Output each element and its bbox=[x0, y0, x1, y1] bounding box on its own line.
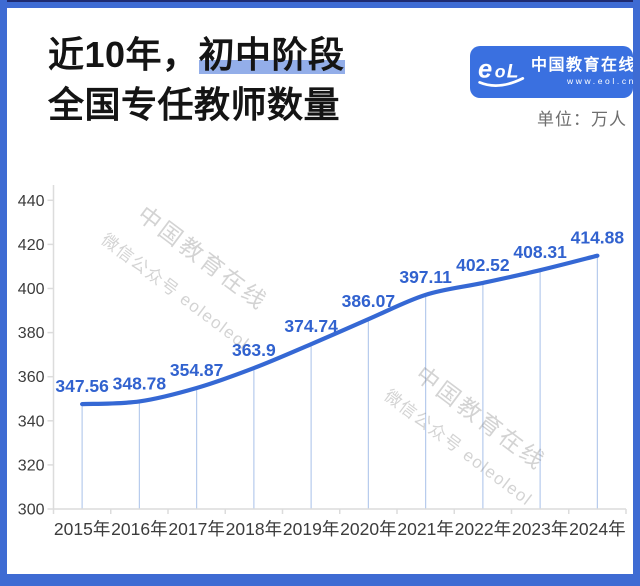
unit-label: 单位：万人 bbox=[537, 110, 627, 129]
x-axis-tick-label: 2015年 bbox=[54, 519, 110, 539]
series-line bbox=[80, 253, 600, 407]
x-axis-tick-label: 2023年 bbox=[512, 519, 568, 539]
x-axis-tick-label: 2016年 bbox=[111, 519, 167, 539]
x-axis-labels: 2015年 2016年 2017年 2018年 2019年 2020年 2021年 2022年… bbox=[54, 519, 626, 539]
card-content: 近10年，初中阶段全国专任教师数量 e o L 中国教育在线 www.eol.c… bbox=[7, 8, 636, 574]
logo-url: www.eol.cn bbox=[567, 76, 637, 87]
data-point-label: 354.87 bbox=[170, 360, 224, 380]
y-axis-tick-label: 400 bbox=[18, 281, 45, 298]
data-point-label: 374.74 bbox=[284, 316, 338, 336]
logo-text-block: 中国教育在线 www.eol.cn bbox=[531, 58, 636, 86]
axes: 300 320 340 360 380 400 420 440 bbox=[18, 185, 627, 519]
x-axis-tick-label: 2022年 bbox=[455, 519, 511, 539]
svg-text:o: o bbox=[495, 62, 506, 82]
x-axis-tick-label: 2019年 bbox=[283, 519, 339, 539]
svg-text:e: e bbox=[478, 56, 492, 84]
eol-logo-icon: e o L bbox=[478, 56, 525, 87]
frame-border-left bbox=[0, 0, 7, 586]
data-point-label: 408.31 bbox=[513, 242, 567, 262]
page-title: 近10年，初中阶段全国专任教师数量 bbox=[48, 30, 345, 130]
y-axis-tick-label: 320 bbox=[18, 457, 45, 474]
y-axis-tick-label: 360 bbox=[18, 369, 45, 386]
y-axis-tick-label: 440 bbox=[18, 193, 45, 210]
data-point-label: 348.78 bbox=[113, 373, 167, 393]
y-axis-tick-label: 300 bbox=[18, 502, 45, 519]
data-point-label: 414.88 bbox=[571, 228, 625, 248]
x-axis-tick-label: 2018年 bbox=[226, 519, 282, 539]
y-axis-tick-label: 380 bbox=[18, 325, 45, 342]
x-axis-tick-label: 2021年 bbox=[397, 519, 453, 539]
logo-brand-name: 中国教育在线 bbox=[531, 57, 637, 75]
x-axis-tick-label: 2020年 bbox=[340, 519, 396, 539]
eol-logo-badge: e o L 中国教育在线 www.eol.cn bbox=[470, 46, 636, 98]
svg-text:L: L bbox=[507, 62, 519, 83]
line-chart-area: 300 320 340 360 380 400 420 440 2015年 2016年 2017年 2… bbox=[7, 8, 633, 574]
drop-lines bbox=[81, 255, 598, 509]
data-point-label: 347.56 bbox=[55, 376, 109, 396]
frame-border-top bbox=[0, 0, 640, 8]
x-axis-tick-label: 2017年 bbox=[168, 519, 224, 539]
data-point-label: 397.11 bbox=[399, 267, 452, 287]
frame-border-bottom bbox=[0, 574, 640, 586]
y-axis-tick-label: 420 bbox=[18, 237, 45, 254]
title-line2: 全国专任教师数量 bbox=[48, 84, 341, 125]
data-point-label: 386.07 bbox=[342, 291, 396, 311]
title-line1-highlight: 初中阶段 bbox=[198, 34, 345, 75]
title-line1-prefix: 近10年， bbox=[48, 34, 199, 75]
frame-border-right bbox=[633, 0, 640, 586]
x-axis-tick-label: 2024年 bbox=[569, 519, 625, 539]
y-axis-tick-label: 340 bbox=[18, 413, 45, 430]
data-point-label: 402.52 bbox=[456, 255, 510, 275]
data-point-label: 363.9 bbox=[232, 340, 276, 360]
